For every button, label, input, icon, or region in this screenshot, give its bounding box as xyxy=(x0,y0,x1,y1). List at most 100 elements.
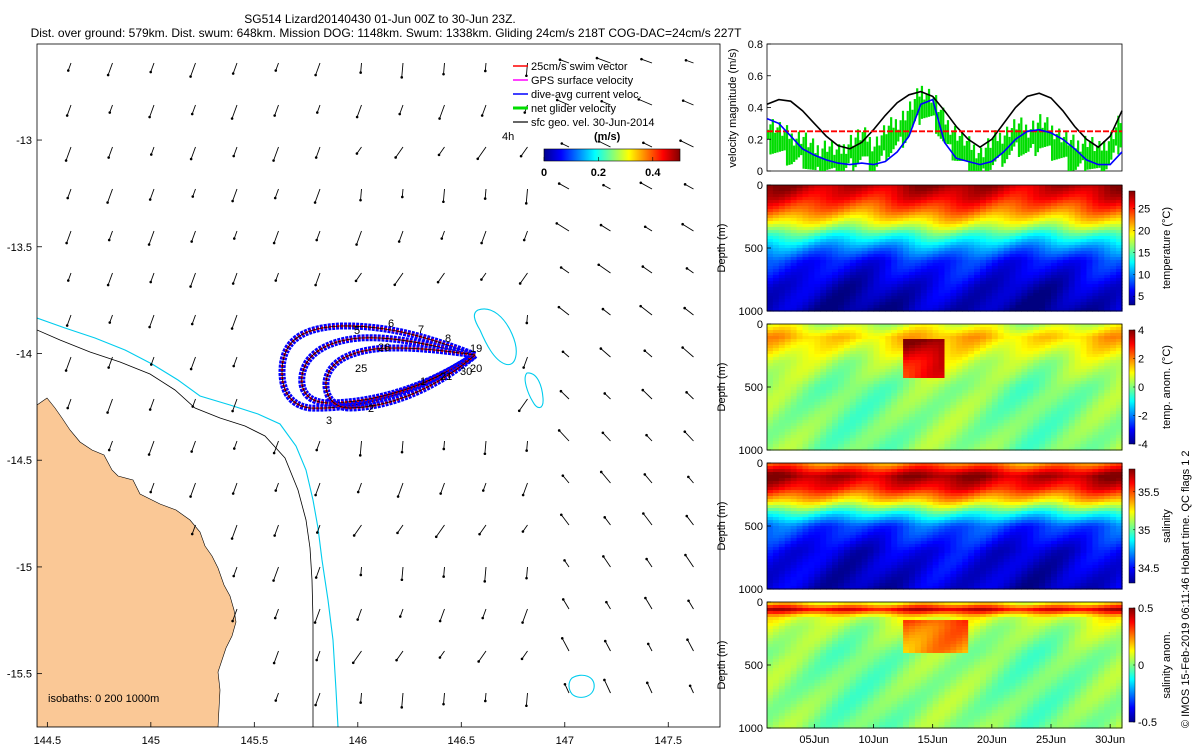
heatmap-cell xyxy=(1003,218,1011,222)
heatmap-cell xyxy=(1045,230,1052,234)
heatmap-cell xyxy=(802,287,810,291)
heatmap-cell xyxy=(938,327,946,331)
heatmap-cell xyxy=(1033,191,1040,195)
heatmap-cell xyxy=(920,360,928,364)
heatmap-cell xyxy=(980,381,987,385)
heatmap-cell xyxy=(1104,405,1111,409)
heatmap-cell xyxy=(1068,242,1076,246)
heatmap-cell xyxy=(1116,197,1123,201)
heatmap-cell xyxy=(1045,360,1052,364)
geo-vector-head xyxy=(563,559,566,562)
heatmap-cell xyxy=(867,351,875,355)
heatmap-cell xyxy=(926,393,934,397)
heatmap-cell xyxy=(838,272,845,276)
heatmap-cell xyxy=(855,230,863,234)
heatmap-cell xyxy=(1074,363,1082,367)
heatmap-cell xyxy=(897,284,904,288)
heatmap-cell xyxy=(1045,348,1052,352)
heatmap-cell xyxy=(772,390,780,394)
heatmap-cell xyxy=(1056,227,1064,231)
heatmap-cell xyxy=(991,200,999,204)
heatmap-cell xyxy=(814,218,821,222)
heatmap-cell xyxy=(1039,233,1046,237)
heatmap-cell xyxy=(826,363,833,367)
heatmap-cell xyxy=(843,251,851,255)
heatmap-cell xyxy=(1080,191,1088,195)
heatmap-cell xyxy=(820,287,827,291)
heatmap-cell xyxy=(1092,393,1099,397)
heatmap-cell xyxy=(1051,390,1058,394)
heatmap-cell xyxy=(802,188,810,192)
heatmap-cell xyxy=(962,402,969,406)
heatmap-cell xyxy=(855,372,863,376)
heatmap-cell xyxy=(814,188,821,192)
heatmap-cell xyxy=(879,233,886,237)
heatmap-cell xyxy=(867,200,875,204)
heatmap-cell xyxy=(903,194,910,198)
heatmap-cell xyxy=(962,411,969,415)
heatmap-cell xyxy=(1062,188,1070,192)
net-velocity-bar xyxy=(838,144,841,171)
heatmap-cell xyxy=(991,260,999,264)
heatmap-cell xyxy=(838,221,845,225)
heatmap-cell xyxy=(885,327,892,331)
geo-vector xyxy=(596,57,611,64)
heatmap-cell xyxy=(968,185,975,189)
heatmap-cell xyxy=(855,221,863,225)
map-x-tick-label: 145.5 xyxy=(241,735,269,747)
heatmap-cell xyxy=(985,378,993,382)
geo-vector-head xyxy=(398,615,402,618)
heatmap-cell xyxy=(1033,393,1040,397)
heatmap-cell xyxy=(926,351,934,355)
heatmap-cell xyxy=(914,260,922,264)
heatmap-cell xyxy=(980,269,987,273)
heatmap-cell xyxy=(873,206,881,210)
geo-vector-head xyxy=(438,117,441,120)
heatmap-cell xyxy=(873,275,881,279)
net-velocity-bar xyxy=(1112,139,1115,153)
heatmap-cell xyxy=(938,333,946,337)
heatmap-cell xyxy=(873,360,881,364)
heatmap-cell xyxy=(1015,260,1023,264)
heatmap-cell xyxy=(909,242,916,246)
heatmap-cell xyxy=(1039,281,1046,285)
heatmap-cell xyxy=(1062,290,1070,294)
heatmap-cell xyxy=(826,357,833,361)
heatmap-cell xyxy=(1110,357,1117,361)
heatmap-cell xyxy=(1104,369,1111,373)
heatmap-cell xyxy=(920,215,928,219)
heatmap-cell xyxy=(1074,194,1082,198)
heatmap-cell xyxy=(926,290,934,294)
heatmap-cell xyxy=(1104,254,1111,258)
heatmap-cell xyxy=(843,293,851,297)
heatmap-cell xyxy=(932,360,940,364)
heatmap-cell xyxy=(861,333,869,337)
heatmap-cell xyxy=(1045,266,1052,270)
heatmap-cell xyxy=(767,263,774,267)
heatmap-cell xyxy=(962,251,969,255)
heatmap-cell xyxy=(778,333,786,337)
heatmap-cell xyxy=(867,290,875,294)
heatmap-cell xyxy=(1116,390,1123,394)
heatmap-cell xyxy=(980,302,987,306)
heatmap-cell xyxy=(784,390,792,394)
heatmap-cell xyxy=(814,194,821,198)
heatmap-cell xyxy=(849,239,857,243)
heatmap-cell xyxy=(1051,360,1058,364)
geo-vector xyxy=(559,59,570,64)
heatmap-cell xyxy=(932,393,940,397)
heatmap-cell xyxy=(926,194,934,198)
heatmap-cell xyxy=(944,293,952,297)
heatmap-cell xyxy=(796,260,804,264)
heatmap-cell xyxy=(1039,302,1046,306)
heatmap-cell xyxy=(903,345,910,349)
heatmap-cell xyxy=(838,339,845,343)
heatmap-cell xyxy=(920,236,928,240)
heatmap-cell xyxy=(855,197,863,201)
heatmap-cell xyxy=(956,333,963,337)
heatmap-cell xyxy=(879,293,886,297)
heatmap-cell xyxy=(814,272,821,276)
heatmap-cell xyxy=(767,200,774,204)
geo-vector xyxy=(525,692,528,706)
heatmap-cell xyxy=(1068,221,1076,225)
